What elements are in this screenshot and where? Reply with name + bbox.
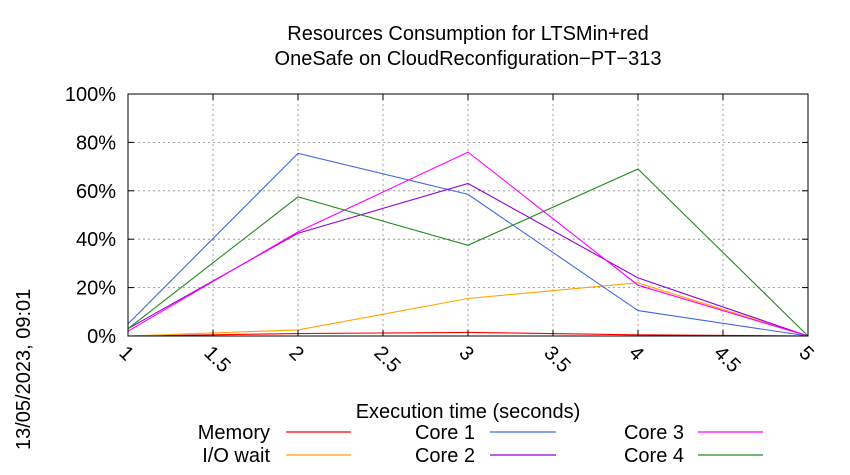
legend-label-memory: Memory	[198, 422, 270, 444]
series-line-i-o-wait	[127, 282, 809, 337]
x-tick-label: 2	[284, 342, 307, 365]
y-axis-ticks: 0% 20% 40% 60% 80% 100%	[65, 84, 808, 348]
x-tick-label: 1.5	[199, 342, 234, 377]
chart-title-line1: Resources Consumption for LTSMin+red	[287, 23, 648, 45]
x-tick-label: 4	[624, 342, 647, 365]
x-tick-label: 3	[454, 342, 477, 365]
series-line-core-4	[127, 168, 809, 337]
x-axis-label: Execution time (seconds)	[356, 401, 581, 423]
series-line-core-1	[127, 152, 809, 337]
x-tick-label: 2.5	[369, 342, 404, 377]
series-line-core-3	[127, 151, 809, 337]
y-tick-label: 60%	[76, 181, 116, 203]
legend-label-core-1: Core 1	[415, 422, 475, 444]
y-tick-label: 100%	[65, 84, 116, 106]
y-tick-label: 40%	[76, 229, 116, 251]
legend-label-core-3: Core 3	[624, 422, 684, 444]
x-tick-label: 1	[114, 342, 137, 365]
y-tick-label: 20%	[76, 278, 116, 300]
legend-label-core-4: Core 4	[624, 445, 684, 467]
grid	[128, 94, 808, 336]
chart-title-line2: OneSafe on CloudReconfiguration−PT−313	[275, 48, 662, 70]
y-tick-label: 0%	[87, 326, 116, 348]
legend-label-i-o-wait: I/O wait	[202, 445, 270, 467]
x-tick-label: 5	[794, 342, 817, 365]
timestamp-label: 13/05/2023, 09:01	[13, 289, 35, 450]
y-tick-label: 80%	[76, 132, 116, 154]
x-tick-label: 3.5	[539, 342, 574, 377]
x-tick-label: 4.5	[709, 342, 744, 377]
legend-label-core-2: Core 2	[415, 445, 475, 467]
